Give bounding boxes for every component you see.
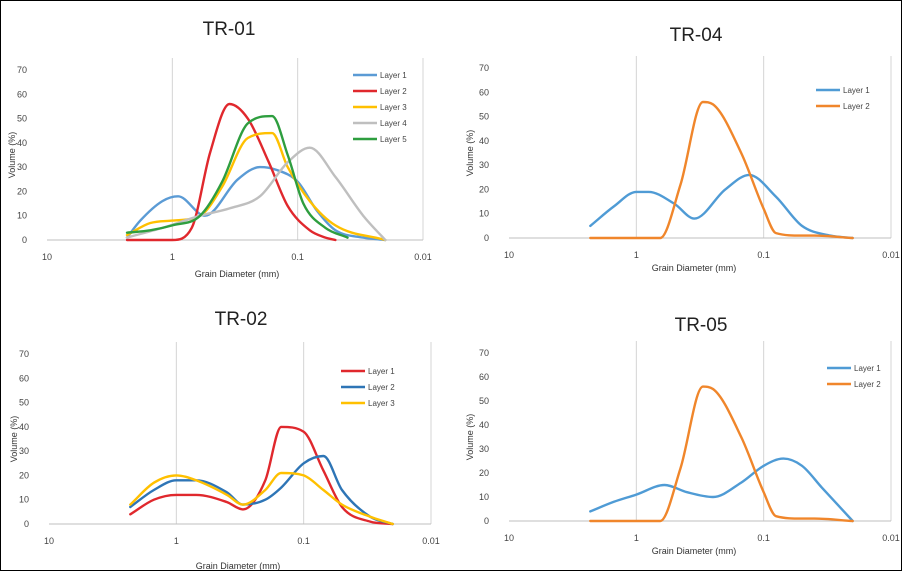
y-tick-label: 40 [479, 136, 489, 146]
y-tick-label: 70 [479, 348, 489, 358]
y-tick-label: 60 [479, 372, 489, 382]
y-tick-label: 30 [479, 160, 489, 170]
legend-label: Layer 2 [380, 87, 407, 96]
y-tick-label: 40 [19, 422, 29, 432]
y-tick-label: 30 [479, 444, 489, 454]
y-tick-label: 0 [22, 235, 27, 245]
chart-panel-2: TR-04 10 1 0.1 0.01 0 10 20 30 40 50 60 70 Grain Diam… [465, 25, 900, 273]
series-line-3 [129, 471, 394, 526]
y-tick-label: 60 [19, 373, 29, 383]
series-line-2 [589, 100, 854, 240]
x-tick-label: 0.01 [422, 536, 440, 546]
x-tick-label: 10 [44, 536, 54, 546]
y-tick-label: 50 [17, 114, 27, 124]
series-line-1 [589, 457, 854, 523]
x-tick-label: 1 [634, 533, 639, 543]
x-tick-label: 0.01 [414, 252, 432, 262]
y-tick-label: 30 [17, 162, 27, 172]
chart-panel-1: TR-01 10 1 0.1 0.01 0 10 20 30 40 50 60 70 Grain Diam… [7, 19, 432, 279]
y-tick-label: 70 [19, 349, 29, 359]
legend-label: Layer 5 [380, 135, 407, 144]
y-tick-label: 20 [479, 184, 489, 194]
y-axis-title: Volume (%) [9, 416, 19, 463]
y-tick-label: 30 [19, 446, 29, 456]
chart-panel-4: TR-05 10 1 0.1 0.01 0 10 20 30 40 50 60 70 Grain Diam… [465, 315, 900, 556]
legend-label: Layer 4 [380, 119, 407, 128]
y-tick-label: 0 [484, 516, 489, 526]
legend-label: Layer 2 [843, 102, 870, 111]
legend-label: Layer 1 [854, 364, 881, 373]
y-tick-label: 10 [479, 492, 489, 502]
series-line-2 [589, 385, 854, 523]
x-tick-label: 0.1 [757, 533, 770, 543]
x-tick-label: 0.01 [882, 533, 900, 543]
y-tick-label: 0 [24, 519, 29, 529]
series-line-1 [125, 165, 387, 242]
x-tick-label: 0.1 [291, 252, 304, 262]
y-tick-label: 10 [19, 495, 29, 505]
chart-title: TR-02 [215, 309, 268, 330]
y-tick-label: 20 [479, 468, 489, 478]
y-tick-label: 60 [479, 87, 489, 97]
series-line-1 [589, 173, 854, 240]
series-line-3 [125, 131, 387, 242]
x-tick-label: 0.01 [882, 250, 900, 260]
legend-label: Layer 1 [368, 367, 395, 376]
x-axis-title: Grain Diameter (mm) [196, 561, 281, 570]
x-tick-label: 1 [634, 250, 639, 260]
chart-title: TR-01 [203, 19, 256, 40]
y-tick-label: 10 [479, 209, 489, 219]
y-tick-label: 50 [479, 396, 489, 406]
chart-title: TR-04 [670, 25, 723, 46]
series-line-4 [125, 146, 387, 242]
y-tick-label: 20 [17, 186, 27, 196]
series-line-1 [129, 425, 394, 526]
x-axis-title: Grain Diameter (mm) [652, 546, 737, 556]
series-line-2 [129, 454, 394, 526]
legend-label: Layer 1 [380, 71, 407, 80]
x-tick-label: 10 [42, 252, 52, 262]
series-line-5 [125, 114, 349, 239]
y-axis-title: Volume (%) [465, 414, 475, 461]
y-tick-label: 10 [17, 211, 27, 221]
legend-label: Layer 2 [854, 380, 881, 389]
y-tick-label: 60 [17, 89, 27, 99]
y-tick-label: 0 [484, 233, 489, 243]
x-axis-title: Grain Diameter (mm) [195, 269, 280, 279]
y-tick-label: 50 [479, 112, 489, 122]
y-tick-label: 40 [479, 420, 489, 430]
y-axis-title: Volume (%) [7, 132, 17, 179]
legend-label: Layer 2 [368, 383, 395, 392]
y-tick-label: 70 [479, 63, 489, 73]
x-tick-label: 10 [504, 250, 514, 260]
y-tick-label: 20 [19, 470, 29, 480]
x-tick-label: 0.1 [297, 536, 310, 546]
y-tick-label: 70 [17, 65, 27, 75]
x-axis-title: Grain Diameter (mm) [652, 263, 737, 273]
x-tick-label: 0.1 [757, 250, 770, 260]
x-tick-label: 10 [504, 533, 514, 543]
x-tick-label: 1 [170, 252, 175, 262]
y-tick-label: 50 [19, 398, 29, 408]
legend-label: Layer 3 [368, 399, 395, 408]
x-tick-label: 1 [174, 536, 179, 546]
y-axis-title: Volume (%) [465, 130, 475, 177]
chart-title: TR-05 [675, 315, 728, 336]
y-tick-label: 40 [17, 138, 27, 148]
legend-label: Layer 3 [380, 103, 407, 112]
legend-label: Layer 1 [843, 86, 870, 95]
chart-panel-3: TR-02 10 1 0.1 0.01 0 10 20 30 40 50 60 70 Grain Diam… [9, 309, 440, 571]
series-line-2 [125, 102, 337, 242]
